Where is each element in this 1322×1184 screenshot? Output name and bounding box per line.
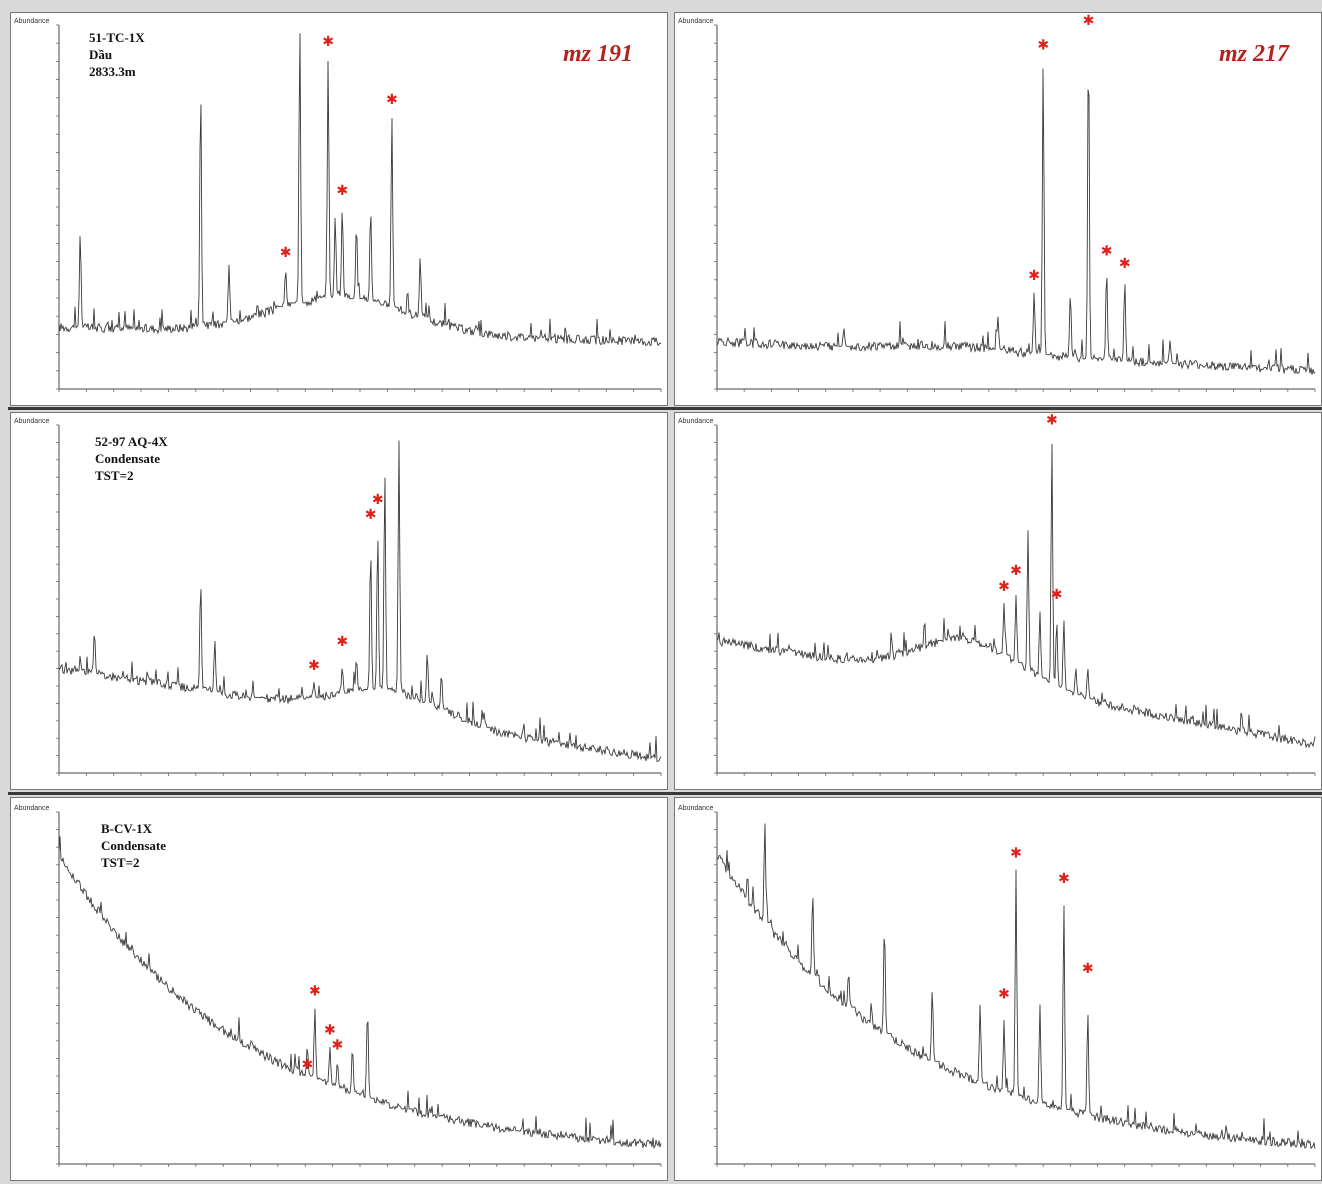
sample-info-bottom-left: B-CV-1X Condensate TST=2 xyxy=(101,820,166,871)
chromatogram-svg-top-right: Abundance ✱ ✱ ✱ ✱ ✱ xyxy=(678,13,1316,392)
starred-peak-marker: ✱ xyxy=(372,492,384,508)
starred-peak-marker: ✱ xyxy=(308,658,320,674)
starred-peak-marker: ✱ xyxy=(1051,587,1063,603)
starred-peak-marker: ✱ xyxy=(365,507,377,523)
starred-peak-marker: ✱ xyxy=(336,634,348,650)
chromatogram-svg-middle-left: Abundance✱✱✱✱ xyxy=(14,418,662,776)
starred-peak-marker: ✱ xyxy=(1083,13,1095,29)
chromatogram-svg-middle-right: Abundance✱✱✱✱ xyxy=(678,413,1316,776)
sample-detail: TST=2 xyxy=(95,468,134,483)
starred-peak-marker: ✱ xyxy=(1010,563,1022,579)
chromatogram-panel-middle-left: Abundance ✱ ✱ ✱ ✱ 52-97 AQ-4X Condensate TST… xyxy=(10,412,668,790)
chromatogram-trace xyxy=(716,68,1316,375)
row-separator-2 xyxy=(8,792,1322,795)
chromatogram-panel-bottom-left: Abundance ✱ ✱ ✱ ✱ B-CV-1X Condensate TST=2 xyxy=(10,797,668,1181)
chromatogram-trace xyxy=(58,836,662,1150)
chromatogram-svg-top-left: Abundance ✱ ✱ ✱ ✱ ✱ xyxy=(14,13,662,392)
starred-peak-marker: ✱ xyxy=(322,34,334,50)
starred-peak-marker: ✱ xyxy=(1046,413,1058,428)
starred-peak-marker: ✱ xyxy=(1037,37,1049,53)
chromatogram-panel-bottom-right: Abundance ✱ ✱ ✱ ✱ xyxy=(674,797,1322,1181)
starred-peak-marker: ✱ xyxy=(386,92,398,108)
y-axis-label: Abundance xyxy=(678,418,714,425)
sample-name: 52-97 AQ-4X xyxy=(95,434,168,449)
mz-label-top-right: mz 217 xyxy=(1219,41,1290,67)
starred-peak-marker: ✱ xyxy=(998,579,1010,595)
starred-peak-marker: ✱ xyxy=(294,13,306,17)
y-axis-label: Abundance xyxy=(678,18,714,25)
starred-peak-marker: ✱ xyxy=(1028,268,1040,284)
starred-peak-marker: ✱ xyxy=(1010,846,1022,862)
starred-peak-marker: ✱ xyxy=(280,245,292,261)
sample-name: B-CV-1X xyxy=(101,821,153,836)
chromatogram-trace xyxy=(58,440,662,762)
sample-type: Dầu xyxy=(89,47,113,62)
chromatogram-trace xyxy=(716,823,1316,1150)
sample-detail: 2833.3m xyxy=(89,64,136,79)
chromatogram-trace xyxy=(58,33,662,347)
chromatogram-svg-bottom-left: Abundance✱✱✱✱ xyxy=(14,805,662,1167)
starred-peak-marker: ✱ xyxy=(324,1023,336,1039)
chromatogram-panel-top-left: Abundance ✱ ✱ ✱ ✱ ✱ 51-TC-1X Dầu 2833.3m mz 1… xyxy=(10,12,668,406)
chromatogram-panel-middle-right: Abundance ✱ ✱ ✱ ✱ xyxy=(674,412,1322,790)
chromatogram-panel-top-right: Abundance ✱ ✱ ✱ ✱ ✱ mz 217 xyxy=(674,12,1322,406)
starred-peak-marker: ✱ xyxy=(1058,871,1070,887)
sample-info-top-left: 51-TC-1X Dầu 2833.3m xyxy=(89,29,145,80)
starred-peak-marker: ✱ xyxy=(998,986,1010,1002)
starred-peak-marker: ✱ xyxy=(1082,961,1094,977)
chromatogram-trace xyxy=(716,443,1316,749)
starred-peak-marker: ✱ xyxy=(309,984,321,1000)
starred-peak-marker: ✱ xyxy=(1119,256,1131,272)
chromatogram-svg-bottom-right: Abundance ✱ ✱ ✱ ✱ xyxy=(678,805,1316,1167)
y-axis-label: Abundance xyxy=(678,805,714,812)
starred-peak-marker: ✱ xyxy=(301,1057,313,1073)
starred-peak-marker: ✱ xyxy=(1101,244,1113,260)
starred-peak-marker: ✱ xyxy=(332,1037,344,1053)
row-separator-1 xyxy=(8,407,1322,410)
starred-peak-marker: ✱ xyxy=(336,183,348,199)
mz-label-top-left: mz 191 xyxy=(563,41,634,67)
sample-name: 51-TC-1X xyxy=(89,30,145,45)
y-axis-label: Abundance xyxy=(14,805,50,812)
sample-type: Condensate xyxy=(95,451,161,466)
y-axis-label: Abundance xyxy=(14,418,50,425)
sample-detail: TST=2 xyxy=(101,855,140,870)
sample-type: Condensate xyxy=(101,838,167,853)
sample-info-middle-left: 52-97 AQ-4X Condensate TST=2 xyxy=(95,433,168,484)
y-axis-label: Abundance xyxy=(14,18,50,25)
